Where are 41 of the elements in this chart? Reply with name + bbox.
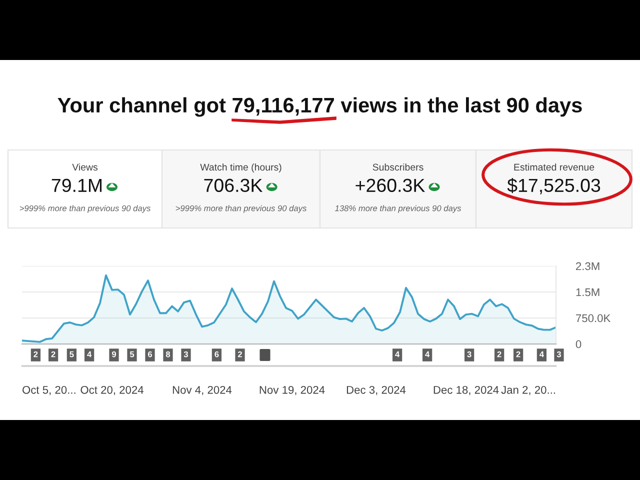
text: 2: [516, 351, 520, 358]
text: >999% more than previous 90 days: [20, 205, 150, 213]
text: Estimated revenue: [514, 163, 594, 171]
text: 8: [166, 351, 170, 358]
text: 9: [112, 351, 116, 358]
text: 2: [51, 351, 56, 358]
text: $17,525.03: [507, 178, 600, 194]
y-tick-label: 2.3M: [576, 262, 600, 270]
chart-title: Your channel got 79,116,177 views in the last 90 days: [58, 97, 582, 117]
text: 3: [556, 351, 562, 358]
text: 3: [184, 351, 188, 358]
text: Views: [72, 163, 98, 171]
x-tick-label: Oct 20, 2024: [80, 386, 144, 396]
text: +260.3K: [356, 178, 425, 192]
x-tick-label: Dec 3, 2024: [346, 386, 406, 396]
text: 4: [395, 351, 400, 358]
x-tick-label: Jan 2, 20...: [501, 386, 555, 396]
text: 2: [34, 351, 38, 358]
text: 138% more than previous 90 days: [334, 205, 462, 213]
text: Subscribers: [372, 163, 424, 171]
x-tick-label: Dec 18, 2024: [434, 386, 499, 396]
y-tick-label: 0: [576, 340, 582, 348]
text: 4: [87, 351, 92, 358]
y-tick-label: 750.0K: [576, 314, 611, 322]
text: 6: [214, 351, 219, 358]
text: 4: [540, 351, 544, 358]
text: Watch time (hours): [200, 163, 282, 173]
text: 706.3K: [204, 178, 263, 192]
text: 5: [70, 351, 74, 358]
x-tick-label: Nov 19, 2024: [260, 386, 325, 396]
text: >999% more than previous 90 days: [176, 205, 306, 213]
x-tick-label: Nov 4, 2024: [172, 386, 232, 396]
text: 4: [425, 351, 430, 358]
text: 5: [130, 351, 134, 358]
x-tick-label: Oct 5, 20...: [22, 386, 76, 396]
text: 6: [148, 351, 152, 358]
text: 79.1M: [52, 178, 102, 192]
y-tick-label: 1.5M: [576, 288, 600, 296]
text: 2: [238, 351, 242, 358]
text: 3: [467, 351, 472, 358]
text: 2: [497, 351, 502, 358]
